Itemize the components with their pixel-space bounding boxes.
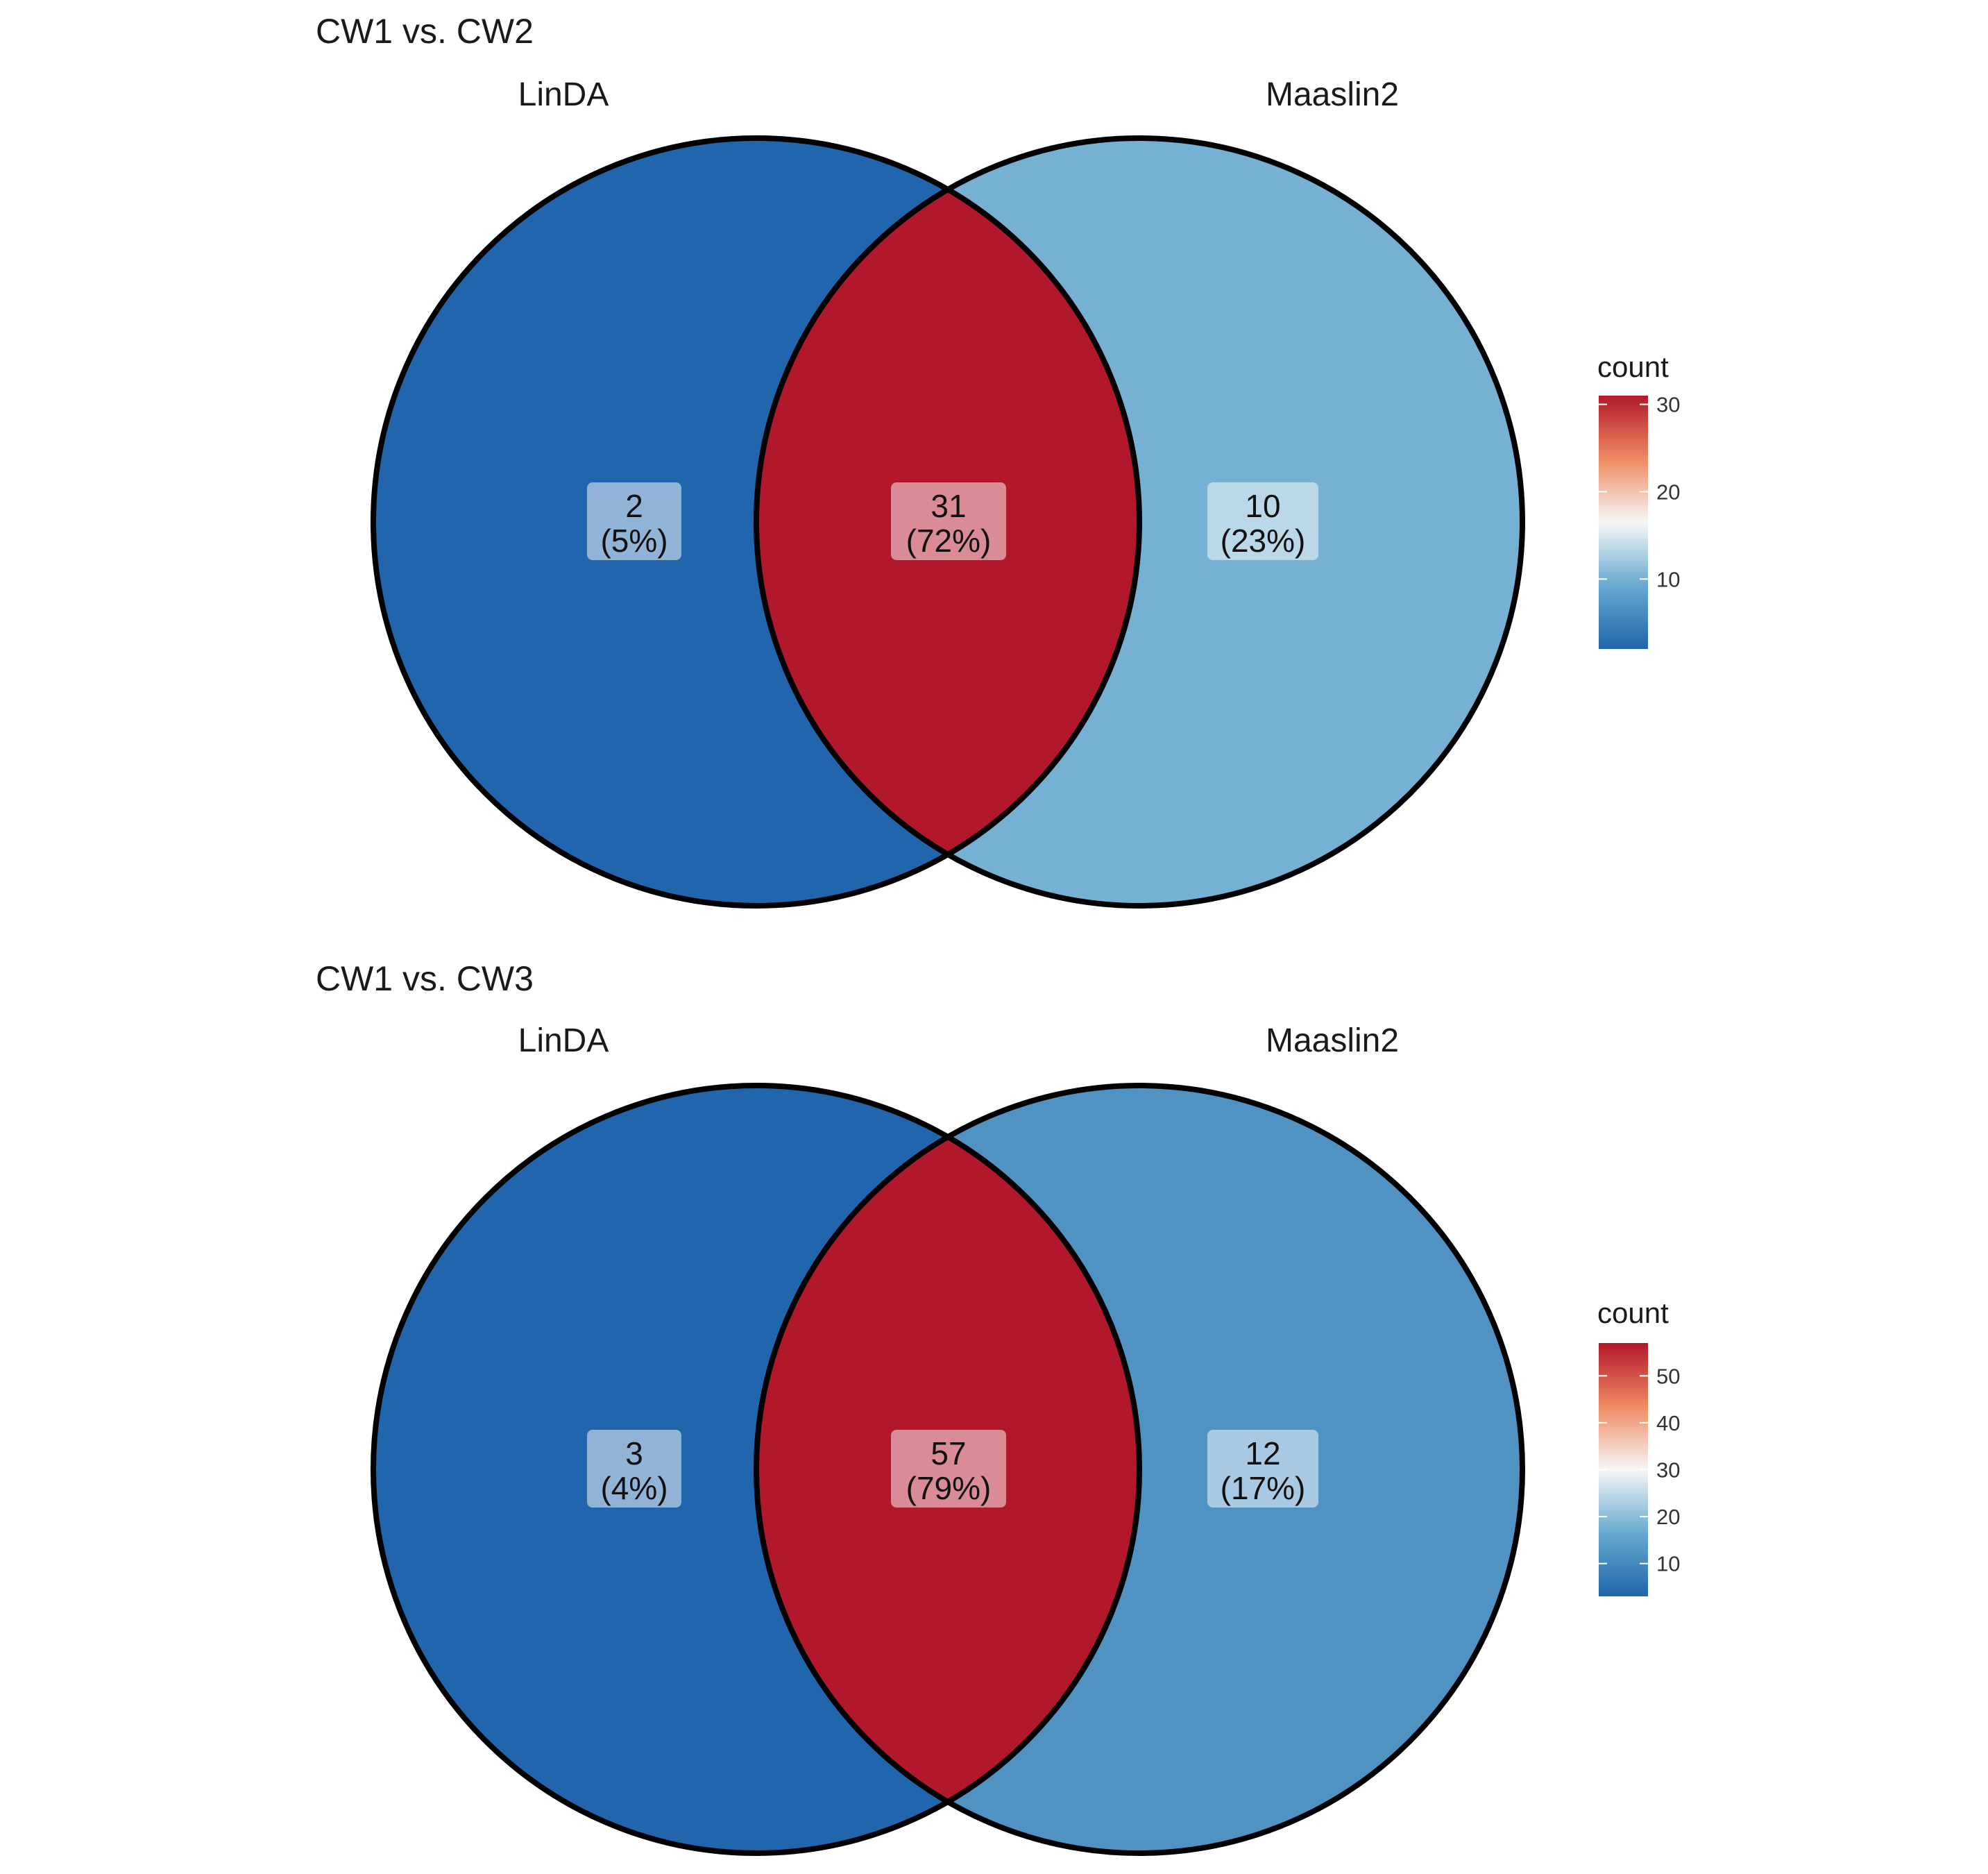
legend-title: count [1597,351,1669,383]
count-intersection: 57 [931,1435,966,1471]
circle-outline-linda [371,135,1142,909]
color-legend: count 10 20 30 [1597,351,1680,649]
count-maaslin2-only: 12 [1245,1435,1280,1471]
label-box-maaslin2-only [1207,1430,1318,1508]
set-label-linda: LinDA [518,76,609,113]
legend-tick-label: 40 [1656,1411,1680,1435]
circle-outline-maaslin2 [754,135,1525,909]
color-legend: count 10 20 30 40 50 [1597,1297,1680,1596]
label-box-linda-only [587,482,681,560]
legend-tick-label: 20 [1656,1505,1680,1529]
legend-title: count [1597,1297,1669,1329]
legend-tick-label: 10 [1656,567,1680,591]
legend-tick-label: 30 [1656,393,1680,417]
percent-intersection: (72%) [906,523,992,559]
legend-colorbar [1599,396,1648,649]
panel-title: CW1 vs. CW2 [316,12,534,51]
percent-maaslin2-only: (23%) [1221,523,1306,559]
venn-panel-2: CW1 vs. CW3 LinDA Maaslin2 3 (4%) 57 (79… [316,959,1680,1856]
count-linda-only: 2 [625,488,643,524]
percent-linda-only: (4%) [600,1470,668,1506]
legend-tick-label: 30 [1656,1458,1680,1483]
percent-linda-only: (5%) [600,523,668,559]
label-box-intersection [891,1430,1006,1508]
count-linda-only: 3 [625,1435,643,1471]
set-label-linda: LinDA [518,1022,609,1059]
circle-outline-linda [371,1083,1142,1856]
legend-ticks: 10 20 30 40 50 [1599,1364,1680,1576]
legend-tick-label: 20 [1656,480,1680,504]
count-intersection: 31 [931,488,966,524]
label-box-linda-only [587,1430,681,1508]
circle-outline-maaslin2 [754,1083,1525,1856]
legend-ticks: 10 20 30 [1599,393,1680,591]
set-label-maaslin2: Maaslin2 [1266,1022,1399,1059]
label-box-intersection [891,482,1006,560]
count-maaslin2-only: 10 [1245,488,1280,524]
label-box-maaslin2-only [1207,482,1318,560]
percent-intersection: (79%) [906,1470,992,1506]
legend-tick-label: 10 [1656,1552,1680,1576]
panel-title: CW1 vs. CW3 [316,959,534,998]
percent-maaslin2-only: (17%) [1221,1470,1306,1506]
legend-tick-label: 50 [1656,1364,1680,1388]
set-label-maaslin2: Maaslin2 [1266,76,1399,113]
venn-panel-1: CW1 vs. CW2 LinDA Maaslin2 2 (5%) 31 (72… [316,12,1680,909]
